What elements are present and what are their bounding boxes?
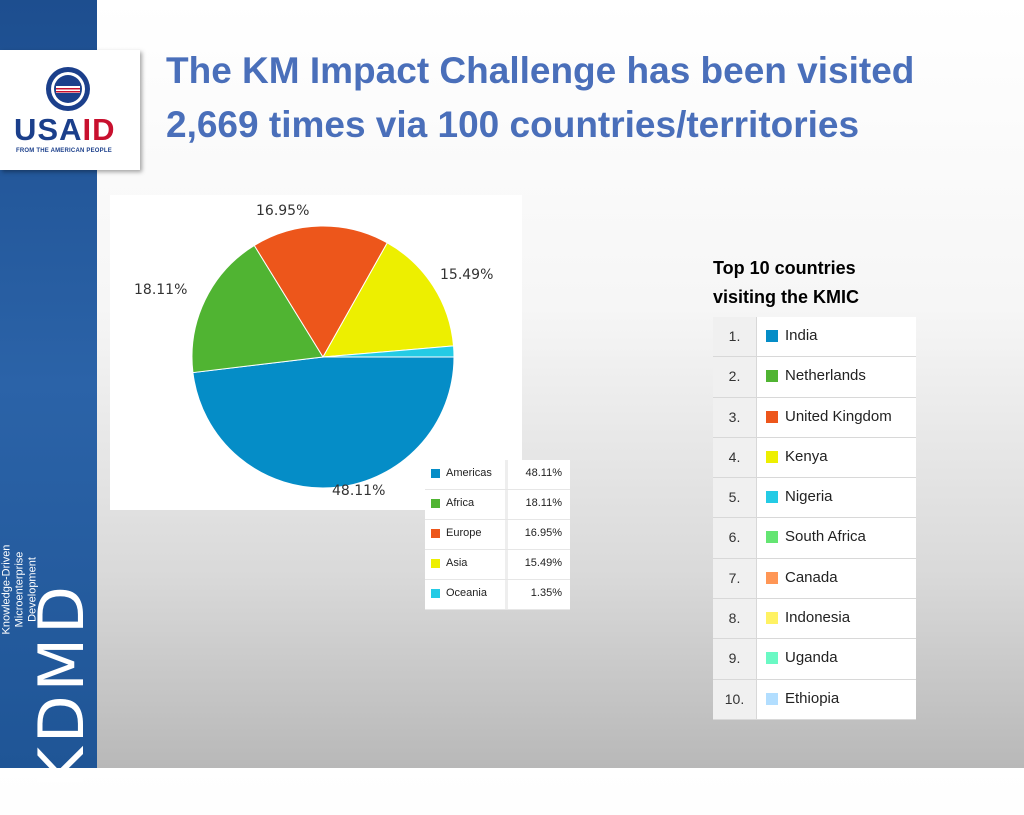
top10-country: United Kingdom xyxy=(785,407,892,425)
top10-row: 5. Nigeria xyxy=(713,478,916,519)
usaid-wordmark-id: ID xyxy=(82,112,116,147)
top10-country: Uganda xyxy=(785,649,838,667)
top10-swatch xyxy=(766,531,778,544)
top10-rank: 8. xyxy=(713,599,757,639)
top10-heading: Top 10 countries visiting the KMIC xyxy=(713,254,913,312)
legend-name: Asia xyxy=(446,557,468,569)
legend-value: 15.49% xyxy=(524,557,562,569)
legend-swatch xyxy=(431,469,440,478)
top10-country: India xyxy=(785,327,818,344)
slide-title-line: 2,669 times via 100 countries/territorie… xyxy=(166,104,860,145)
top10-rank: 10. xyxy=(713,679,757,719)
top10-row: 9. Uganda xyxy=(713,639,916,680)
top10-row: 3. United Kingdom xyxy=(713,397,916,438)
top10-rank: 7. xyxy=(713,558,757,599)
legend-row-asia: Asia 15.49% xyxy=(425,550,570,580)
usaid-logo: USAID FROM THE AMERICAN PEOPLE xyxy=(0,50,140,170)
legend-swatch xyxy=(431,529,440,538)
top10-country: South Africa xyxy=(785,528,866,546)
top10-country: Netherlands xyxy=(785,367,866,385)
slide-title: The KM Impact Challenge has been visited… xyxy=(166,44,986,152)
pie-label-americas: 48.11% xyxy=(332,483,386,499)
legend-value: 1.35% xyxy=(530,587,562,599)
kdmd-subtitle-line: Knowledge-Driven xyxy=(0,544,13,635)
pie-slice-africa xyxy=(191,244,324,374)
usaid-tagline: FROM THE AMERICAN PEOPLE xyxy=(16,148,112,154)
top10-row: 2. Netherlands xyxy=(713,357,916,398)
top10-swatch xyxy=(766,491,778,504)
pie-label-africa: 18.11% xyxy=(134,282,188,298)
top10-swatch xyxy=(766,692,778,705)
legend-name: Europe xyxy=(446,527,482,539)
legend-swatch xyxy=(431,499,440,508)
top10-row: 4. Kenya xyxy=(713,437,916,479)
kdmd-brand: Knowledge-Driven Microenterprise Develop… xyxy=(1,410,99,788)
pie-slice-oceania xyxy=(322,345,455,358)
usaid-seal-icon xyxy=(46,67,90,111)
top10-rank: 3. xyxy=(713,397,757,437)
top10-heading-line: Top 10 countries xyxy=(713,258,856,278)
top10-country: Kenya xyxy=(785,447,828,465)
legend-row-africa: Africa 18.11% xyxy=(425,490,570,520)
top10-rank: 4. xyxy=(713,437,757,478)
kdmd-logo-text: KDMD xyxy=(25,582,98,788)
legend-divider xyxy=(505,460,508,610)
legend-value: 16.95% xyxy=(524,527,562,539)
pie-chart xyxy=(191,225,455,489)
top10-row: 1. India xyxy=(713,317,916,358)
usaid-wordmark-usa: USA xyxy=(14,112,83,147)
top10-swatch xyxy=(766,370,778,383)
legend-swatch xyxy=(431,589,440,598)
pie-slice-asia xyxy=(322,242,455,358)
legend-row-europe: Europe 16.95% xyxy=(425,520,570,550)
top10-swatch xyxy=(766,330,778,342)
top10-country: Nigeria xyxy=(785,488,833,506)
legend-name: Americas xyxy=(446,467,492,479)
top10-swatch xyxy=(766,652,778,665)
legend-row-americas: Americas 48.11% xyxy=(425,460,570,490)
top10-table: 1. India 2. Netherlands 3. United Kingdom 4. Ke… xyxy=(713,317,916,720)
top10-row: 7. Canada xyxy=(713,558,916,600)
legend-name: Oceania xyxy=(446,587,487,599)
legend-value: 48.11% xyxy=(525,467,563,479)
pie-label-europe: 16.95% xyxy=(256,203,310,219)
top10-heading-line: visiting the KMIC xyxy=(713,287,860,307)
pie-slice-americas xyxy=(192,356,455,489)
pie-label-asia: 15.49% xyxy=(440,267,494,283)
legend-row-oceania: Oceania 1.35% xyxy=(425,580,570,610)
pie-slice-europe xyxy=(253,225,388,358)
slide-title-line: The KM Impact Challenge has been visited xyxy=(166,50,915,91)
pie-chart-panel: 16.95% 18.11% 15.49% 48.11% xyxy=(110,195,522,510)
legend-swatch xyxy=(431,559,440,568)
top10-swatch xyxy=(766,410,778,423)
top10-rank: 1. xyxy=(713,317,757,357)
top10-swatch xyxy=(766,571,778,584)
top10-row: 8. Indonesia xyxy=(713,599,916,640)
top10-rank: 2. xyxy=(713,357,757,397)
usaid-wordmark: USAID xyxy=(14,112,115,148)
pie-legend: Americas 48.11% Africa 18.11% Europe 16.… xyxy=(425,460,570,610)
legend-name: Africa xyxy=(446,497,475,509)
top10-country: Canada xyxy=(785,568,838,586)
top10-row: 10. Ethiopia xyxy=(713,679,916,720)
top10-swatch xyxy=(766,450,778,463)
top10-rank: 6. xyxy=(713,518,757,558)
legend-value: 18.11% xyxy=(525,497,563,509)
top10-country: Ethiopia xyxy=(785,689,840,707)
top10-country: Indonesia xyxy=(785,609,851,627)
top10-rank: 5. xyxy=(713,478,757,518)
top10-row: 6. South Africa xyxy=(713,518,916,559)
top10-rank: 9. xyxy=(713,639,757,679)
top10-swatch xyxy=(766,612,778,625)
